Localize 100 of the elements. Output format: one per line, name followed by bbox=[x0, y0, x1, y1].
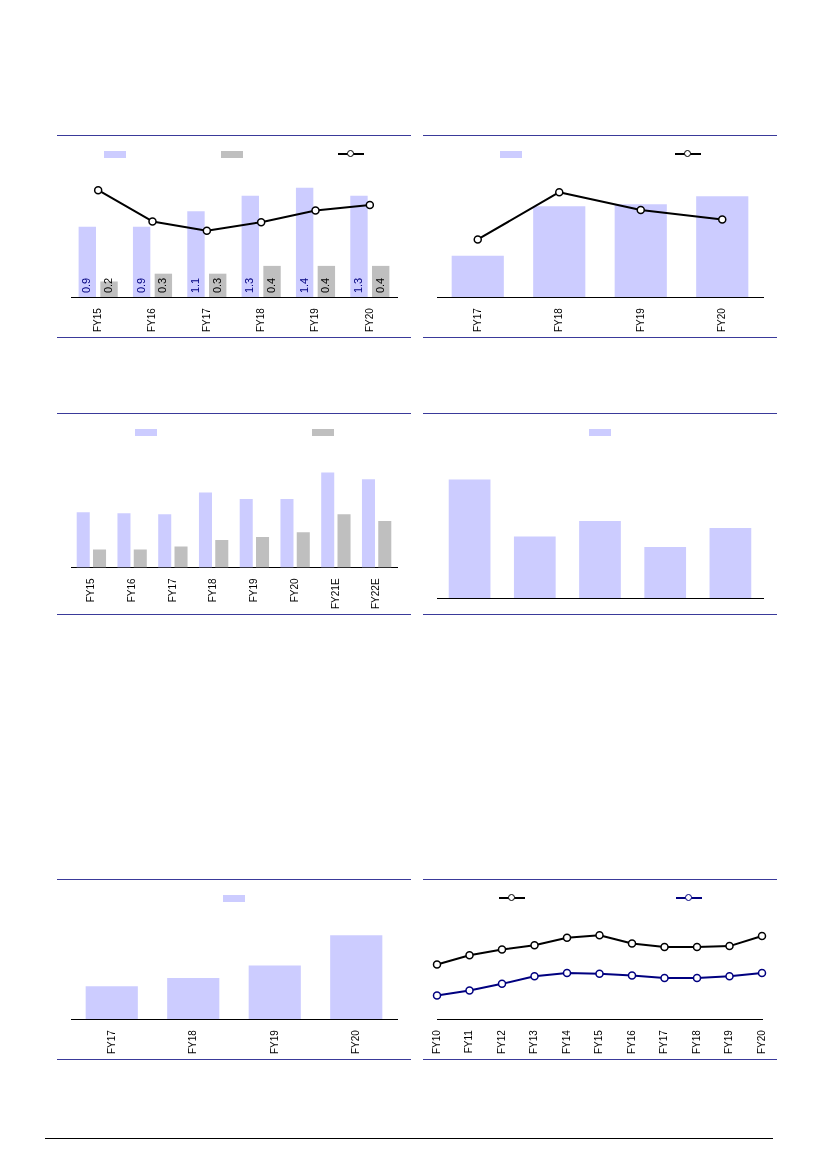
bar bbox=[378, 520, 392, 568]
bar bbox=[296, 532, 310, 568]
x-tick-label: FY19 bbox=[634, 307, 646, 332]
data-label: 1.1 bbox=[189, 277, 201, 294]
bar bbox=[361, 479, 375, 568]
bar bbox=[256, 537, 270, 568]
bar bbox=[78, 226, 96, 298]
point bbox=[465, 986, 474, 995]
x-tick-label: FY19 bbox=[248, 578, 260, 603]
x-tick-label: FY15 bbox=[85, 578, 97, 603]
point bbox=[725, 941, 734, 951]
point bbox=[530, 941, 539, 950]
bar bbox=[644, 547, 687, 598]
x-tick-label: FY18 bbox=[553, 307, 564, 332]
x-tick-label: FY14 bbox=[560, 1029, 572, 1054]
x-tick-label: FY16 bbox=[146, 307, 158, 332]
bar bbox=[117, 513, 131, 568]
bar bbox=[198, 492, 212, 568]
bar bbox=[215, 539, 229, 568]
x-tick-label: FY19 bbox=[268, 1029, 280, 1054]
x-tick-label: FY16 bbox=[625, 1029, 637, 1054]
bar bbox=[85, 986, 138, 1020]
x-tick-label: FY22E bbox=[370, 578, 382, 610]
x-tick-label: FY17 bbox=[105, 1029, 117, 1054]
point bbox=[311, 206, 320, 215]
point bbox=[148, 217, 157, 226]
point bbox=[562, 968, 572, 978]
point bbox=[93, 185, 103, 195]
bar bbox=[239, 499, 253, 568]
data-label: 1.3 bbox=[243, 277, 256, 294]
x-tick-label: FY17 bbox=[658, 1029, 670, 1054]
bar bbox=[167, 977, 220, 1020]
x-tick-label: FY13 bbox=[528, 1029, 540, 1054]
bar bbox=[158, 514, 172, 568]
data-label: 0.3 bbox=[156, 277, 169, 294]
data-label: 1.4 bbox=[297, 277, 310, 294]
bar bbox=[133, 549, 147, 568]
x-tick-label: FY18 bbox=[207, 578, 219, 603]
bar bbox=[248, 965, 301, 1020]
data-label: 0.4 bbox=[265, 277, 278, 294]
bar bbox=[709, 528, 752, 598]
point bbox=[636, 205, 645, 215]
x-tick-label: FY10 bbox=[430, 1029, 442, 1054]
data-label: 1.3 bbox=[352, 277, 364, 294]
x-tick-label: FY20 bbox=[363, 307, 375, 332]
point bbox=[473, 235, 482, 244]
bar bbox=[513, 536, 556, 598]
bar bbox=[132, 226, 151, 298]
bar bbox=[337, 514, 351, 568]
point bbox=[627, 939, 637, 948]
x-tick-label: FY12 bbox=[495, 1029, 507, 1054]
bar bbox=[263, 265, 281, 298]
point bbox=[256, 217, 266, 227]
x-tick-label: FY20 bbox=[350, 1029, 361, 1054]
bar bbox=[295, 187, 314, 298]
bar bbox=[321, 472, 335, 568]
x-tick-label: FY20 bbox=[755, 1029, 767, 1054]
point bbox=[555, 187, 564, 197]
bar bbox=[93, 549, 107, 568]
point bbox=[432, 960, 442, 969]
data-label: 0.9 bbox=[134, 277, 147, 294]
point bbox=[562, 933, 572, 942]
point bbox=[432, 991, 442, 1000]
bar bbox=[76, 512, 90, 568]
x-tick-label: FY18 bbox=[690, 1029, 702, 1054]
point bbox=[202, 226, 212, 236]
x-tick-label: FY16 bbox=[125, 578, 137, 603]
point bbox=[365, 200, 375, 210]
bar bbox=[187, 211, 205, 298]
point bbox=[497, 945, 507, 954]
point bbox=[757, 931, 767, 941]
bar bbox=[533, 206, 586, 298]
bar bbox=[579, 521, 621, 598]
x-tick-label: FY17 bbox=[200, 307, 212, 332]
point bbox=[497, 979, 507, 989]
x-tick-label: FY20 bbox=[716, 307, 727, 332]
point bbox=[692, 942, 702, 952]
x-tick-label: FY21E bbox=[329, 578, 341, 610]
point bbox=[595, 969, 604, 979]
x-tick-label: FY15 bbox=[91, 307, 103, 332]
data-label: 0.4 bbox=[319, 277, 332, 294]
bar bbox=[696, 196, 749, 298]
bar bbox=[614, 204, 667, 298]
data-label: 0.4 bbox=[373, 277, 386, 294]
point bbox=[725, 972, 734, 981]
point bbox=[465, 951, 474, 960]
data-label: 0.3 bbox=[210, 277, 223, 294]
point bbox=[757, 968, 767, 978]
point bbox=[718, 215, 727, 224]
x-tick-label: FY17 bbox=[471, 307, 483, 332]
x-tick-label: FY17 bbox=[166, 578, 178, 603]
point bbox=[595, 930, 604, 940]
x-tick-label: FY15 bbox=[593, 1029, 605, 1054]
bar bbox=[350, 195, 368, 298]
point bbox=[660, 942, 669, 952]
point bbox=[660, 973, 669, 983]
bar bbox=[330, 935, 383, 1020]
point bbox=[530, 972, 539, 981]
point bbox=[627, 971, 637, 980]
point bbox=[692, 973, 702, 983]
